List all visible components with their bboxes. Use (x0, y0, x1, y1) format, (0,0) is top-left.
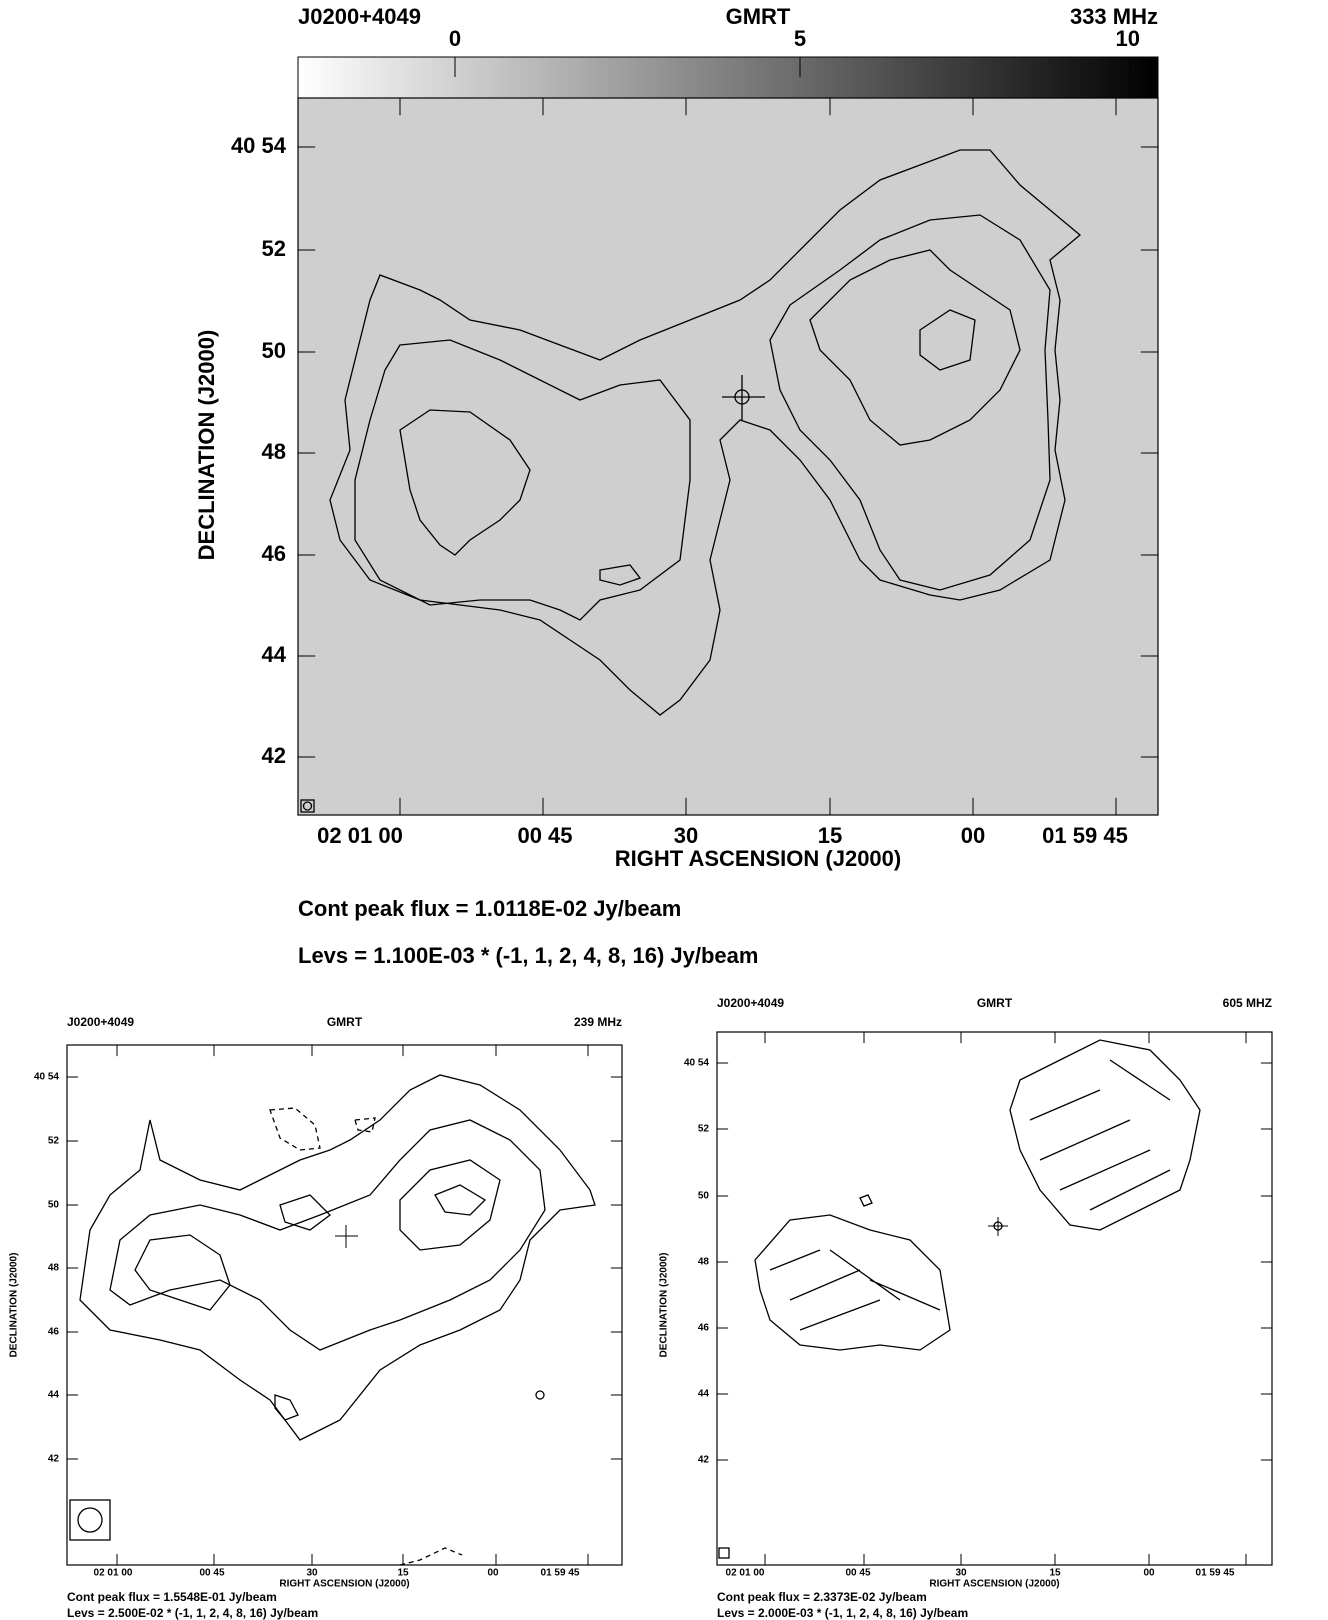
y-tick-label: 50 (48, 1200, 60, 1211)
source-name: J0200+4049 (298, 4, 421, 29)
y-tick-label: 48 (262, 439, 286, 464)
x-tick-label: 15 (1049, 1568, 1061, 1579)
y-tick-label: 46 (698, 1323, 710, 1334)
peak-flux: Cont peak flux = 1.0118E-02 Jy/beam (298, 896, 681, 921)
map-background (298, 98, 1158, 815)
plot-frame (297, 97, 1159, 816)
contour-levels: Levs = 1.100E-03 * (-1, 1, 2, 4, 8, 16) … (298, 943, 758, 968)
x-tick-label: 01 59 45 (1196, 1568, 1235, 1579)
x-tick-label: 00 45 (845, 1568, 870, 1579)
contour-map (69, 1074, 596, 1566)
x-tick-label: 30 (955, 1568, 967, 1579)
y-tick-label: 42 (698, 1455, 710, 1466)
x-axis-label: RIGHT ASCENSION (J2000) (615, 846, 901, 871)
x-tick-label: 15 (397, 1568, 409, 1579)
y-tick-label: 46 (262, 541, 286, 566)
peak-flux: Cont peak flux = 1.5548E-01 Jy/beam (67, 1590, 277, 1604)
x-tick-label: 00 45 (199, 1568, 224, 1579)
y-tick-label: 40 54 (684, 1058, 709, 1069)
x-tick-label: 00 (487, 1568, 499, 1579)
plot-frame (66, 1044, 623, 1566)
telescope: GMRT (726, 4, 791, 29)
y-tick-label: 42 (48, 1454, 60, 1465)
source-name: J0200+4049 (67, 1015, 134, 1029)
colorbar-tick-label: 0 (449, 26, 461, 51)
frequency: 333 MHz (1070, 4, 1158, 29)
x-tick-label: 00 (961, 823, 985, 848)
contour-levels: Levs = 2.000E-03 * (-1, 1, 2, 4, 8, 16) … (717, 1606, 968, 1620)
y-axis-label: DECLINATION (J2000) (659, 1253, 670, 1358)
y-tick-label: 48 (48, 1263, 60, 1274)
x-tick-label: 02 01 00 (726, 1568, 765, 1579)
y-tick-label: 52 (262, 236, 286, 261)
x-tick-label: 01 59 45 (1042, 823, 1128, 848)
y-tick-label: 50 (698, 1191, 710, 1202)
y-tick-label: 44 (48, 1390, 60, 1401)
plot-frame (716, 1031, 1273, 1566)
y-tick-label: 52 (698, 1124, 710, 1135)
y-tick-label: 40 54 (231, 133, 287, 158)
telescope: GMRT (327, 1015, 363, 1029)
source-name: J0200+4049 (717, 996, 784, 1010)
y-tick-label: 42 (262, 743, 286, 768)
colorbar-tick-label: 10 (1116, 26, 1140, 51)
colorbar-tick-label: 5 (794, 26, 806, 51)
y-axis-label: DECLINATION (J2000) (9, 1253, 20, 1358)
x-tick-label: 30 (674, 823, 698, 848)
colorbar (297, 56, 1159, 99)
frequency: 605 MHZ (1223, 996, 1272, 1010)
y-tick-label: 40 54 (34, 1072, 59, 1083)
peak-flux: Cont peak flux = 2.3373E-02 Jy/beam (717, 1590, 927, 1604)
x-tick-label: 00 (1143, 1568, 1155, 1579)
y-tick-label: 46 (48, 1327, 60, 1338)
contour-map (718, 1039, 1201, 1559)
x-axis-label: RIGHT ASCENSION (J2000) (929, 1579, 1059, 1590)
telescope: GMRT (977, 996, 1013, 1010)
contour-levels: Levs = 2.500E-02 * (-1, 1, 2, 4, 8, 16) … (67, 1606, 318, 1620)
x-tick-label: 01 59 45 (541, 1568, 580, 1579)
x-tick-label: 02 01 00 (317, 823, 403, 848)
x-tick-label: 30 (306, 1568, 318, 1579)
frequency: 239 MHz (574, 1015, 622, 1029)
contour-map (300, 149, 1082, 813)
y-tick-label: 48 (698, 1257, 710, 1268)
x-tick-label: 02 01 00 (94, 1568, 133, 1579)
y-tick-label: 44 (262, 642, 287, 667)
x-tick-label: 00 45 (517, 823, 572, 848)
x-tick-label: 15 (818, 823, 842, 848)
y-tick-label: 44 (698, 1389, 710, 1400)
x-axis-label: RIGHT ASCENSION (J2000) (279, 1579, 409, 1590)
y-axis-label: DECLINATION (J2000) (194, 330, 219, 561)
y-tick-label: 52 (48, 1136, 60, 1147)
y-tick-label: 50 (262, 338, 286, 363)
